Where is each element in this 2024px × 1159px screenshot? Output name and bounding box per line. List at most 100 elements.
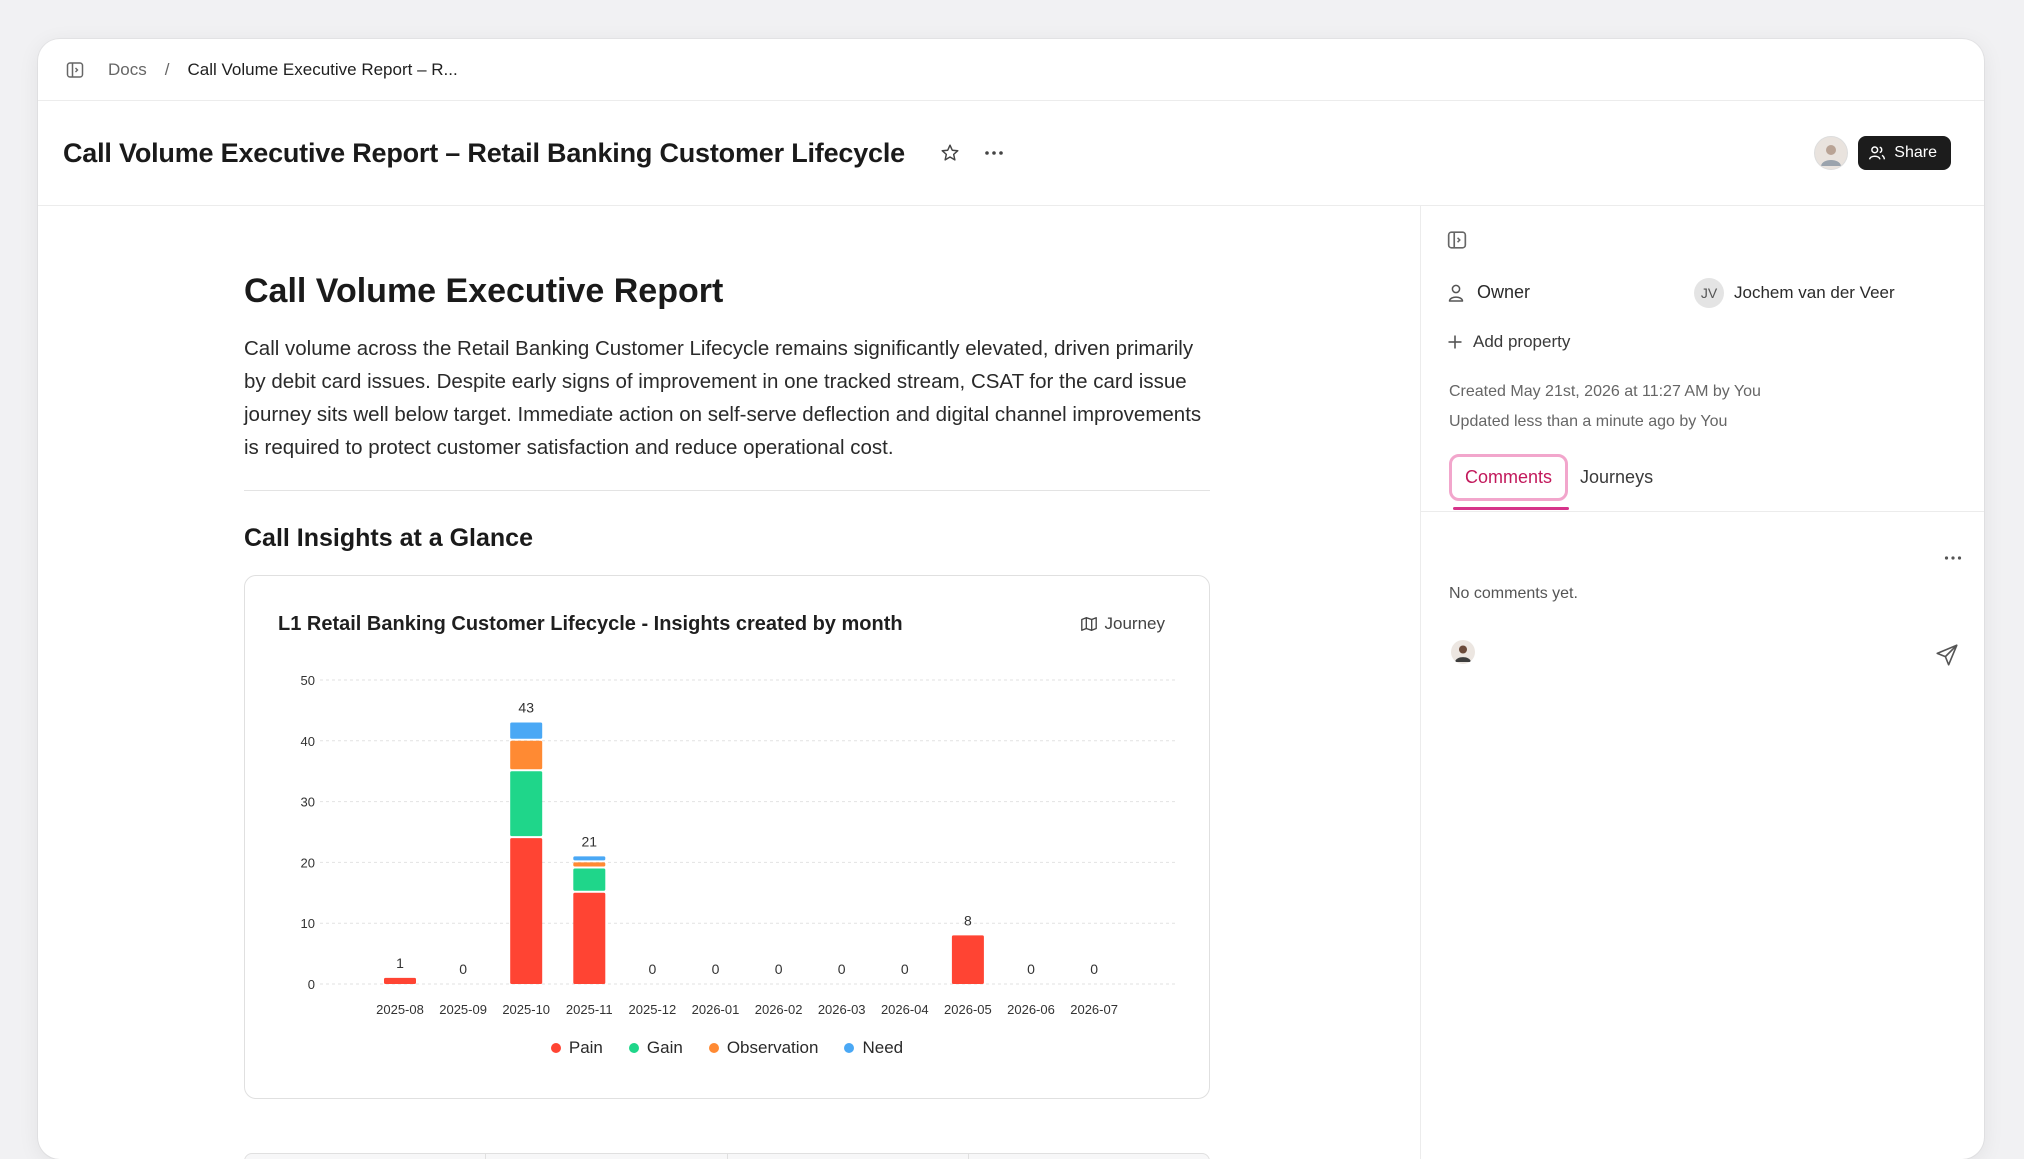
- y-tick-label: 40: [301, 734, 315, 749]
- data-label: 0: [838, 961, 846, 977]
- x-tick-label: 2026-06: [1007, 1002, 1055, 1017]
- bar-segment-observation: [573, 862, 606, 867]
- plus-icon: [1448, 335, 1462, 349]
- owner-avatar: JV: [1694, 278, 1724, 308]
- favorite-star-icon[interactable]: [935, 138, 965, 168]
- person-icon: [1448, 284, 1464, 302]
- comments-more-icon[interactable]: [1944, 548, 1962, 566]
- journey-link-label: Journey: [1104, 614, 1165, 633]
- y-tick-label: 0: [308, 977, 315, 992]
- chart-legend: Pain Gain Observation Need: [245, 1038, 1209, 1058]
- x-tick-label: 2026-07: [1070, 1002, 1118, 1017]
- data-label: 0: [649, 961, 657, 977]
- x-tick-label: 2025-10: [502, 1002, 550, 1017]
- properties-panel: Owner JV Jochem van der Veer Add propert…: [1420, 206, 1984, 1159]
- data-label: 0: [1027, 961, 1035, 977]
- no-comments-text: No comments yet.: [1449, 585, 1578, 602]
- more-options-icon[interactable]: [979, 138, 1009, 168]
- table-header-cell: Trend: [969, 1154, 1209, 1159]
- x-tick-label: 2025-12: [629, 1002, 677, 1017]
- breadcrumb-docs[interactable]: Docs: [108, 59, 147, 79]
- owner-property: Owner: [1447, 282, 1530, 303]
- x-tick-label: 2025-09: [439, 1002, 487, 1017]
- legend-label: Observation: [726, 1038, 819, 1057]
- legend-swatch: [550, 1043, 561, 1053]
- x-tick-label: 2026-01: [692, 1002, 740, 1017]
- doc-header: Call Volume Executive Report – Retail Ba…: [38, 101, 1984, 206]
- bar-segment-pain: [951, 935, 984, 984]
- section-heading: Call Insights at a Glance: [244, 524, 533, 552]
- x-tick-label: 2026-05: [944, 1002, 992, 1017]
- map-icon: [1080, 617, 1097, 631]
- tabs-divider: [1421, 511, 1984, 512]
- created-meta: Created May 21st, 2026 at 11:27 AM by Yo…: [1449, 383, 1761, 400]
- legend-item-gain: Gain: [628, 1038, 683, 1058]
- owner-name: Jochem van der Veer: [1734, 283, 1895, 302]
- y-tick-label: 10: [301, 916, 315, 931]
- section-divider: [244, 490, 1210, 491]
- bar-segment-gain: [573, 868, 606, 891]
- breadcrumb-separator: /: [164, 59, 170, 79]
- legend-label: Need: [862, 1038, 904, 1057]
- bar-segment-need: [510, 722, 543, 739]
- header-actions: Share: [1814, 136, 1951, 170]
- send-icon[interactable]: [1934, 642, 1960, 673]
- x-tick-label: 2026-04: [881, 1002, 929, 1017]
- data-label: 0: [775, 961, 783, 977]
- legend-swatch: [708, 1043, 719, 1053]
- stacked-bar-chart: 0 10 20 30 40 50 1 2025-08 0 2025-09 43 2025-10 21 20…: [301, 673, 1175, 1017]
- y-tick-label: 30: [301, 795, 315, 810]
- owner-value[interactable]: JV Jochem van der Veer: [1694, 278, 1895, 308]
- tab-comments[interactable]: Comments: [1449, 454, 1569, 501]
- data-label: 0: [459, 961, 467, 977]
- data-label: 0: [1090, 961, 1098, 977]
- data-label: 21: [582, 833, 598, 849]
- bar-segment-need: [573, 856, 606, 861]
- chart-title: L1 Retail Banking Customer Lifecycle - I…: [278, 613, 903, 635]
- add-property-button[interactable]: Add property: [1447, 332, 1570, 352]
- active-tab-indicator: [1453, 507, 1569, 510]
- share-label: Share: [1894, 144, 1937, 161]
- app-window: Docs / Call Volume Executive Report – R.…: [38, 39, 1984, 1159]
- legend-label: Gain: [646, 1038, 683, 1057]
- panel-toggle-icon[interactable]: [1447, 230, 1467, 255]
- document-body: Call Volume Executive Report Call volume…: [38, 206, 1420, 1159]
- table-header-cell: Current Value: [486, 1154, 728, 1159]
- metrics-table-header: MetricCurrent ValueTargetTrend: [244, 1153, 1210, 1159]
- add-property-label: Add property: [1473, 332, 1571, 351]
- legend-item-pain: Pain: [550, 1038, 603, 1058]
- data-label: 0: [901, 961, 909, 977]
- bar-segment-gain: [510, 771, 543, 837]
- x-tick-label: 2026-02: [755, 1002, 803, 1017]
- updated-meta: Updated less than a minute ago by You: [1449, 413, 1728, 430]
- table-header-cell: Target: [728, 1154, 969, 1159]
- bar-segment-pain: [573, 892, 606, 984]
- legend-swatch: [844, 1043, 855, 1053]
- breadcrumb-current[interactable]: Call Volume Executive Report – R...: [187, 59, 458, 79]
- doc-summary: Call volume across the Retail Banking Cu…: [244, 337, 1202, 459]
- bar-segment-pain: [510, 838, 543, 984]
- bar-segment-observation: [510, 740, 543, 770]
- tab-journeys[interactable]: Journeys: [1580, 467, 1654, 487]
- sidebar-toggle-icon[interactable]: [64, 59, 86, 81]
- share-button[interactable]: Share: [1858, 136, 1951, 170]
- x-tick-label: 2025-08: [376, 1002, 424, 1017]
- legend-item-need: Need: [844, 1038, 903, 1058]
- data-label: 1: [396, 955, 404, 971]
- y-tick-label: 50: [301, 673, 315, 688]
- page-title: Call Volume Executive Report – Retail Ba…: [63, 137, 905, 168]
- journey-link[interactable]: Journey: [1080, 614, 1165, 634]
- y-tick-label: 20: [301, 855, 315, 870]
- commenter-avatar: [1451, 640, 1475, 664]
- owner-label: Owner: [1477, 282, 1531, 302]
- data-label: 43: [518, 700, 534, 716]
- x-tick-label: 2026-03: [818, 1002, 866, 1017]
- x-tick-label: 2025-11: [566, 1002, 613, 1017]
- legend-item-observation: Observation: [708, 1038, 819, 1058]
- data-label: 0: [712, 961, 720, 977]
- user-avatar[interactable]: [1814, 136, 1849, 170]
- bar-segment-pain: [384, 977, 416, 984]
- doc-heading: Call Volume Executive Report: [244, 272, 724, 310]
- top-bar: Docs / Call Volume Executive Report – R.…: [38, 39, 1984, 101]
- chart-card: L1 Retail Banking Customer Lifecycle - I…: [244, 575, 1210, 1099]
